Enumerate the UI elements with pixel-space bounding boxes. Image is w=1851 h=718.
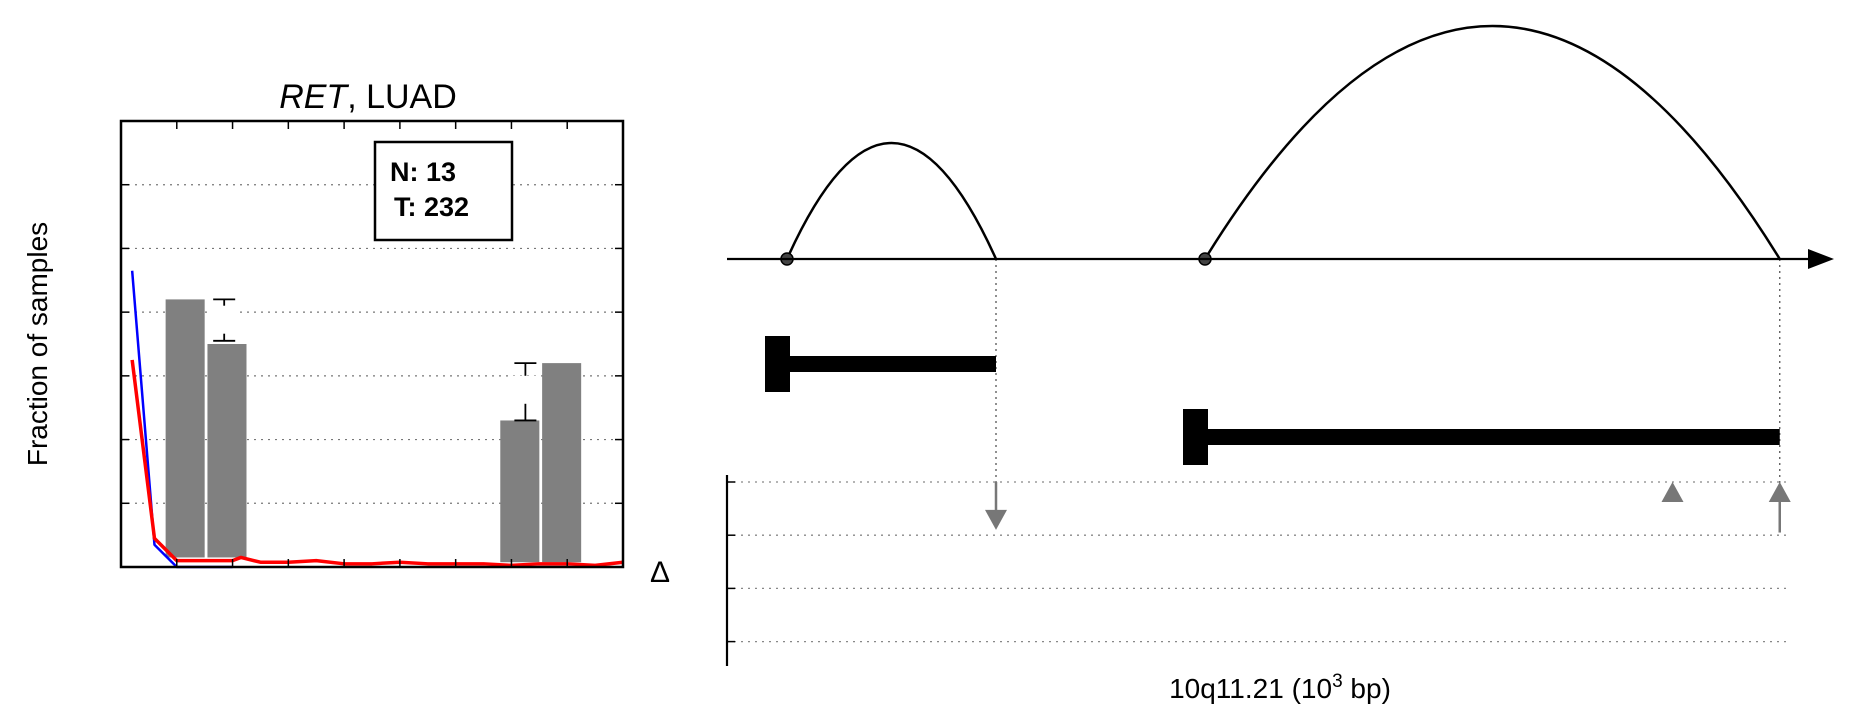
delta-panel [727,481,1791,643]
genome-label-post: bp) [1343,673,1391,704]
legend-n: N: 13 [390,157,456,187]
chart-title: RET, LUAD [279,78,457,116]
region-diagram: Δ 10q11.21 (103 bp) [650,24,1834,704]
segments [765,336,1780,465]
title-gene: RET [279,78,349,116]
guide-lines [995,259,1781,485]
arc [1203,24,1781,260]
arcs [780,24,1781,266]
delta-backdrop [210,305,239,334]
delta-arrow-head [1661,482,1684,502]
delta-backdrop [511,375,540,404]
genome-axis-label: 10q11.21 (103 bp) [1169,671,1391,704]
y-axis-label: Fraction of samples [22,222,53,466]
axis-ticks [120,120,624,568]
genome-label-pre: 10q11.21 (10 [1169,673,1332,704]
genome-label-exponent: 3 [1332,671,1343,692]
annotations [210,298,540,422]
bar [542,363,582,563]
axis-arrowhead [1808,249,1834,269]
legend-t: T: 232 [394,192,469,222]
arc [785,142,998,260]
delta-arrow-head [985,509,1007,530]
series-line [130,359,624,568]
segment-bar [785,356,996,372]
legend-frame [373,140,514,242]
bar [207,344,247,558]
bar [165,299,205,558]
legend-box: N: 13 T: 232 [373,140,514,242]
delta-axis-label: Δ [650,556,670,589]
delta-arrow-head [1768,482,1791,502]
plot-frame [119,119,625,569]
title-cohort: , LUAD [347,78,457,116]
bar [500,420,540,563]
bar-group [165,299,582,563]
segment-bar [1203,429,1780,445]
left-bar-chart: RET, LUAD Fraction of samples N: 13 T: 2… [22,78,625,569]
